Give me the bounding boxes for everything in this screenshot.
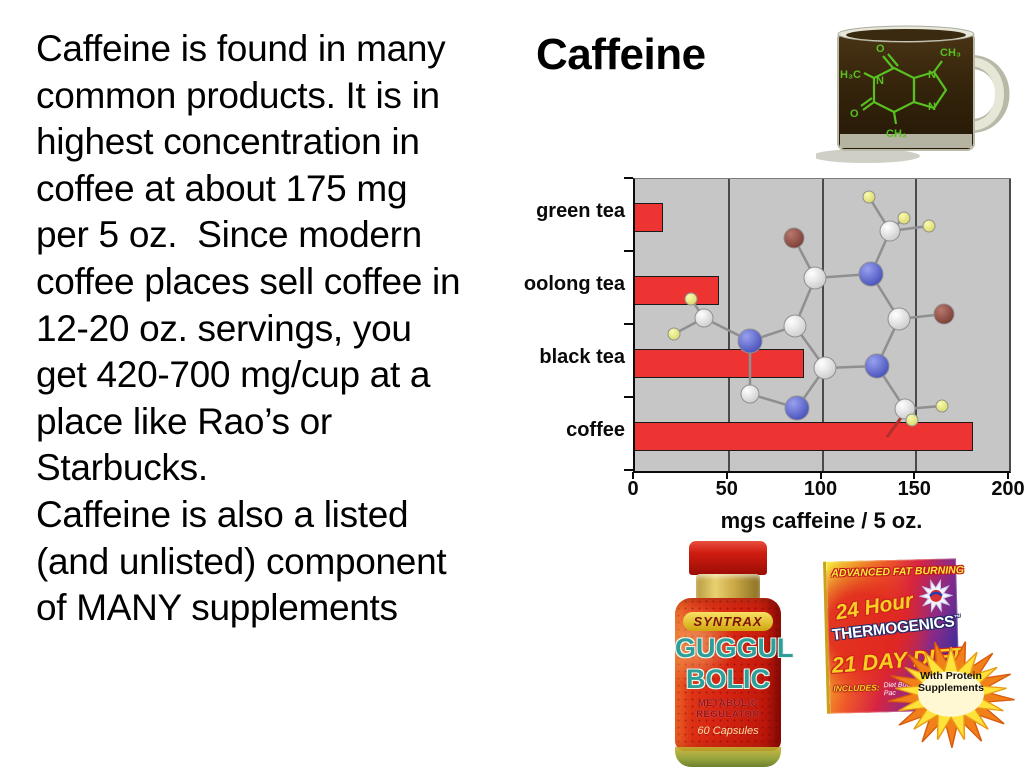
page-title: Caffeine [536, 30, 706, 79]
x-axis-tick-label: 200 [991, 478, 1024, 500]
mug-handle [972, 57, 1004, 131]
x-axis-title: mgs caffeine / 5 oz. [720, 508, 923, 533]
bar-coffee [635, 422, 973, 451]
bottle-neck [696, 574, 760, 601]
body-line: coffee at about 175 mg [36, 167, 408, 209]
body-line: Starbucks. [36, 447, 208, 489]
mug-base-glass [840, 134, 972, 148]
bar-oolong-tea [635, 276, 720, 305]
chart-plot-area [633, 178, 1011, 473]
body-line: Caffeine is also a listed [36, 493, 409, 535]
x-axis-tick-label: 0 [627, 478, 639, 500]
mug-drawing: H₃C O O CH₃ CH₃ N N N [816, 25, 1010, 163]
starburst-text: With Protein Supplements [918, 670, 984, 694]
y-axis-tick [624, 469, 633, 471]
caffeine-mug-image: H₃C O O CH₃ CH₃ N N N [816, 18, 1012, 166]
molecule-atoms [667, 190, 955, 427]
box-includes-label: INCLUDES: [833, 682, 880, 694]
protein-starburst: With Protein Supplements [886, 641, 1016, 751]
formula-label-ch3-top: CH₃ [940, 47, 961, 59]
box-trademark: ™ [953, 614, 962, 623]
y-axis-tick [624, 250, 633, 252]
box-face: ADVANCED FAT BURNING 24 Hour THERMOGENIC… [826, 558, 965, 714]
caffeine-formula-drawing [860, 53, 948, 125]
bar-green-tea [635, 203, 664, 232]
chart-gridline [1009, 179, 1011, 471]
body-text-block: Caffeine is found in many common product… [36, 26, 522, 632]
x-axis-tick [819, 472, 822, 479]
body-line: Caffeine is found in many [36, 28, 446, 69]
bottle-title-line1: GUGGUL [675, 633, 794, 663]
body-line: coffee places sell coffee in [36, 260, 461, 302]
formula-label-ch3-bottom: CH₃ [886, 128, 907, 140]
x-axis-tick [632, 472, 634, 479]
box-badge-icon [918, 578, 954, 618]
bottle-brand: SYNTRAX [683, 612, 773, 631]
body-line: (and unlisted) component [36, 540, 447, 582]
body-line: place like Rao’s or [36, 400, 332, 442]
x-axis-tick-label: 150 [897, 478, 931, 500]
x-axis-tick-label: 50 [715, 478, 738, 500]
caffeine-bar-chart: mgs caffeine / 5 oz. 0 50 100 150 200 green t… [500, 170, 1024, 542]
x-axis-tick [913, 472, 916, 479]
bar-black-tea [635, 349, 804, 378]
body-line: per 5 oz. Since modern [36, 214, 422, 256]
body-line: get 420-700 mg/cup at a [36, 354, 431, 396]
body-line: highest concentration in [36, 121, 420, 163]
supplement-bottle-image: SYNTRAX GUGGUL BOLIC METABOLIC REGULATOR… [672, 541, 794, 767]
formula-label-o-left: O [850, 108, 859, 120]
mug-coffee-surface [846, 29, 966, 41]
formula-label-n-left: N [876, 75, 884, 87]
body-line: 12-20 oz. servings, you [36, 307, 412, 349]
category-label: oolong tea [523, 273, 625, 295]
x-axis-tick [1007, 472, 1009, 479]
body-line: common products. It is in [36, 74, 440, 116]
bottle-label: SYNTRAX GUGGUL BOLIC METABOLIC REGULATOR… [675, 598, 794, 751]
y-axis-tick [624, 396, 633, 398]
category-label: green tea [536, 200, 625, 222]
mug-shadow [816, 149, 920, 163]
bottle-cap [689, 541, 767, 575]
chart-gridline [915, 179, 918, 471]
box-banner: ADVANCED FAT BURNING [831, 564, 965, 580]
x-axis-tick [725, 472, 728, 479]
y-axis-tick [624, 323, 633, 325]
thermogenics-box-image: ADVANCED FAT BURNING 24 Hour THERMOGENIC… [826, 556, 1024, 756]
x-axis-tick-label: 100 [803, 478, 838, 500]
category-label: coffee [566, 419, 625, 441]
bottle-count: 60 Capsules [697, 725, 759, 737]
molecule-bonds [673, 196, 945, 421]
chart-gridline [821, 179, 824, 471]
bottle-base-glass [675, 747, 781, 767]
y-axis-tick [624, 177, 633, 179]
formula-label-h3c: H₃C [840, 69, 861, 81]
formula-label-o-top: O [876, 43, 885, 55]
category-label: black tea [539, 346, 625, 368]
body-line: of MANY supplements [36, 587, 398, 629]
formula-label-n-top-right: N [928, 69, 936, 81]
formula-label-n-bottom-right: N [928, 101, 936, 113]
bottle-subtitle: METABOLIC REGULATOR [696, 698, 760, 720]
bottle-title-line2: BOLIC [686, 664, 770, 694]
